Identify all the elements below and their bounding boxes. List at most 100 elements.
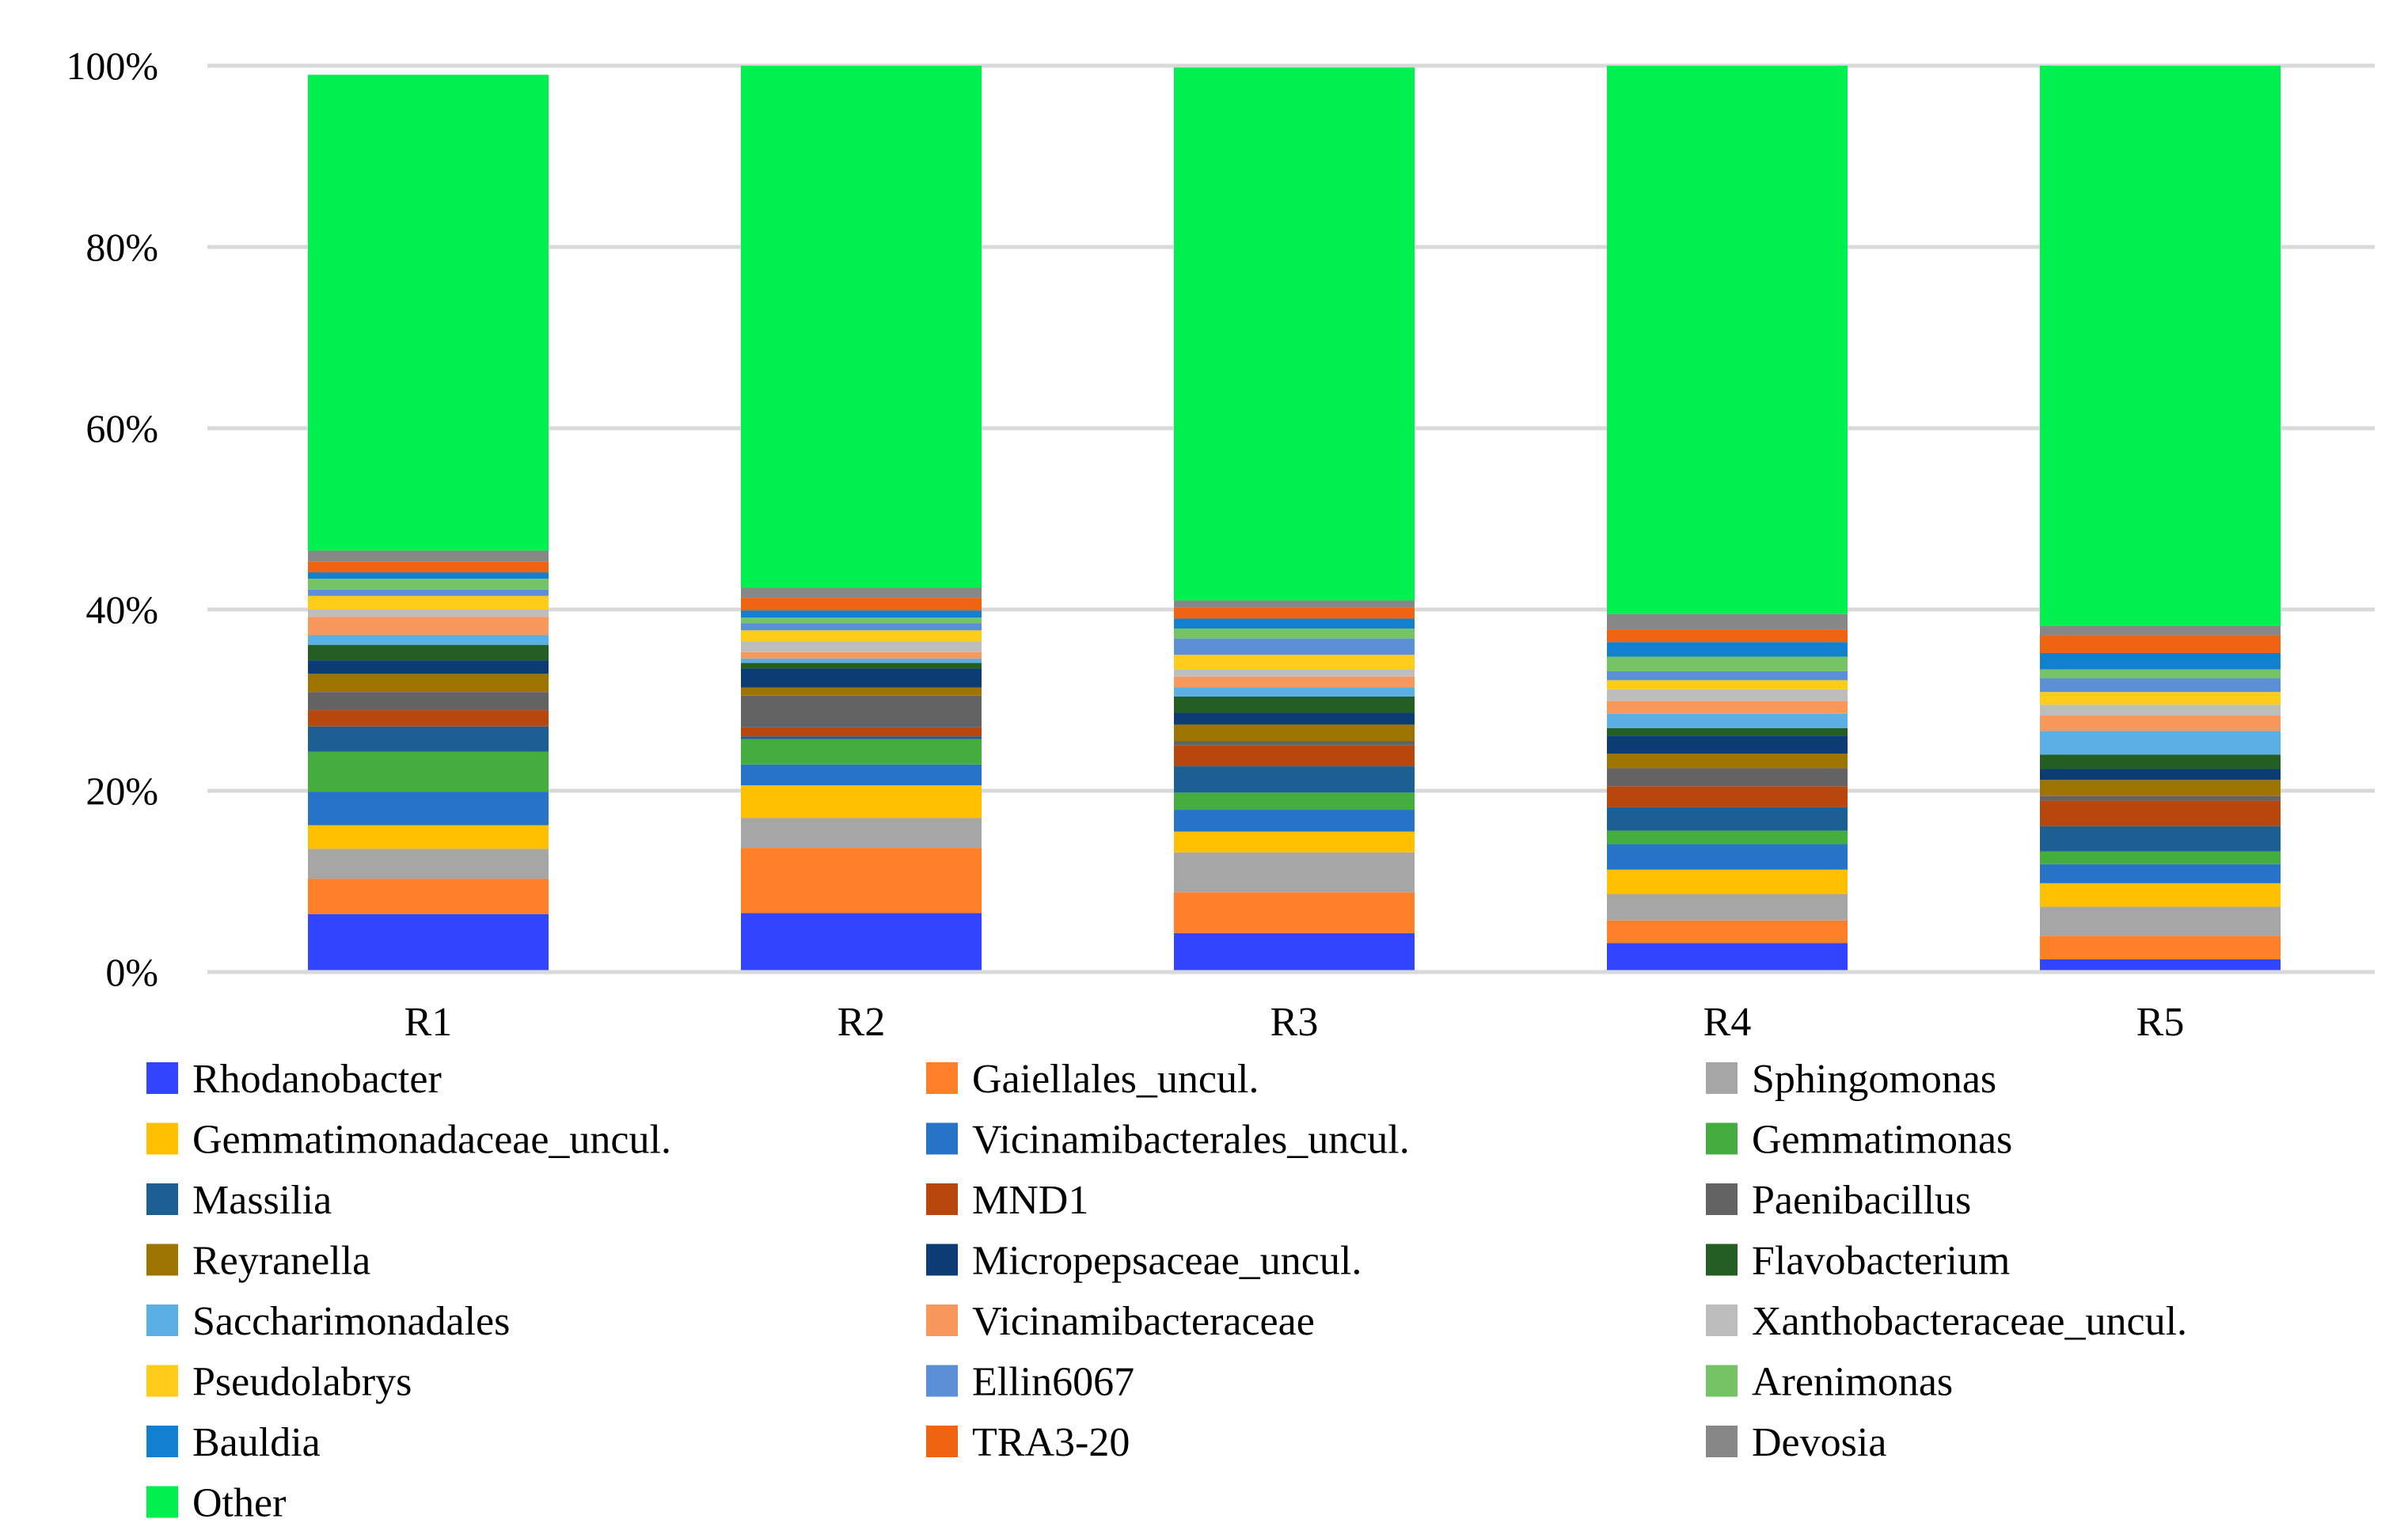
- bar-segment: [1607, 894, 1848, 921]
- bar-segment: [1607, 943, 1848, 972]
- bar-segment: [2040, 906, 2281, 936]
- bar-segment: [308, 572, 549, 579]
- legend-swatch: [926, 1183, 958, 1215]
- legend-item: Paenibacillus: [1706, 1178, 1971, 1223]
- bar-segment: [2040, 715, 2281, 731]
- bar-segment: [741, 658, 982, 663]
- legend-swatch: [1706, 1426, 1738, 1457]
- bar-segment: [1174, 810, 1415, 832]
- bar-segment: [308, 74, 549, 551]
- legend-swatch: [926, 1365, 958, 1397]
- bar-segment: [1174, 669, 1415, 677]
- bar-segment: [1607, 713, 1848, 728]
- legend-label: TRA3-20: [972, 1420, 1130, 1465]
- bar-segment: [1607, 920, 1848, 944]
- legend-label: Arenimonas: [1752, 1360, 1953, 1405]
- bar-segment: [2040, 669, 2281, 679]
- legend-item: Devosia: [1706, 1420, 1886, 1465]
- legend-label: Gemmatimonas: [1752, 1118, 2012, 1163]
- bar-segment: [1174, 607, 1415, 619]
- x-axis: R1 R2 R3 R4 R5: [404, 1000, 2185, 1045]
- legend-swatch: [1706, 1304, 1738, 1336]
- bar-segment: [308, 660, 549, 674]
- legend-swatch: [1706, 1122, 1738, 1155]
- legend-item: Massilia: [146, 1178, 332, 1223]
- bar-segment: [741, 630, 982, 642]
- bar-segment: [308, 879, 549, 914]
- bar-segment: [1174, 724, 1415, 742]
- legend-item: Micropepsaceae_uncul.: [926, 1239, 1362, 1284]
- bar-segment: [2040, 635, 2281, 653]
- y-tick-label: 0%: [105, 950, 158, 994]
- bar-segment: [1607, 768, 1848, 787]
- legend-label: Ellin6067: [972, 1360, 1134, 1405]
- bar-segment: [2040, 800, 2281, 826]
- y-tick-label: 20%: [85, 769, 158, 813]
- x-tick-label: R3: [1270, 1000, 1319, 1045]
- legend-label: MND1: [972, 1178, 1088, 1223]
- bar-segment: [741, 736, 982, 739]
- legend-label: Flavobacterium: [1752, 1239, 2010, 1284]
- bar-segment: [741, 66, 982, 588]
- bar-segment: [741, 785, 982, 818]
- legend-label: Vicinamibacteraceae: [972, 1299, 1315, 1344]
- bar-segment: [741, 641, 982, 652]
- bar-segment: [1174, 687, 1415, 697]
- bar-segment: [1607, 689, 1848, 701]
- bar-segment: [308, 825, 549, 849]
- legend-label: Paenibacillus: [1752, 1178, 1971, 1223]
- bar-segment: [1607, 786, 1848, 807]
- legend-label: Xanthobacteraceae_uncul.: [1752, 1299, 2187, 1344]
- bar-segment: [741, 598, 982, 611]
- bar-segment: [741, 651, 982, 659]
- bar-segment: [2040, 625, 2281, 636]
- legend-swatch: [146, 1365, 178, 1397]
- bar-segment: [1607, 754, 1848, 769]
- bar-segment: [308, 579, 549, 590]
- bar-segment: [1607, 656, 1848, 671]
- legend-item: Other: [146, 1481, 286, 1526]
- legend-item: Xanthobacteraceae_uncul.: [1706, 1299, 2187, 1344]
- x-tick-label: R1: [404, 1000, 453, 1045]
- legend-swatch: [926, 1244, 958, 1276]
- bar-segment: [2040, 754, 2281, 769]
- bar-stack-r5: [2040, 66, 2281, 972]
- legend-item: Bauldia: [146, 1420, 321, 1465]
- bar-segment: [308, 617, 549, 636]
- bar-segment: [741, 687, 982, 696]
- bar-segment: [2040, 851, 2281, 864]
- bar-segment: [741, 727, 982, 737]
- bar-segment: [1607, 66, 1848, 614]
- legend-item: Arenimonas: [1706, 1360, 1953, 1405]
- legend-item: Gaiellales_uncul.: [926, 1057, 1259, 1102]
- bar-segment: [1607, 701, 1848, 714]
- y-tick-label: 80%: [85, 225, 158, 269]
- bar-segment: [2040, 678, 2281, 693]
- legend-label: Rhodanobacter: [192, 1057, 442, 1102]
- bar-segment: [1174, 638, 1415, 655]
- bar-segment: [1174, 712, 1415, 725]
- bar-segment: [308, 644, 549, 661]
- x-tick-label: R4: [1703, 1000, 1752, 1045]
- legend-label: Reyranella: [192, 1239, 370, 1284]
- legend-label: Sphingomonas: [1752, 1057, 1996, 1102]
- bar-segment: [1607, 727, 1848, 736]
- bar-segment: [1607, 680, 1848, 689]
- bar-segment: [2040, 796, 2281, 801]
- legend-swatch: [926, 1062, 958, 1094]
- legend-label: Gemmatimonadaceae_uncul.: [192, 1118, 671, 1163]
- legend-item: Pseudolabrys: [146, 1360, 412, 1405]
- bar-segment: [1607, 642, 1848, 657]
- bar-segment: [308, 726, 549, 752]
- bar-segment: [2040, 826, 2281, 852]
- bar-segment: [1174, 741, 1415, 746]
- bar-segment: [1607, 844, 1848, 870]
- bar-segment: [1607, 735, 1848, 754]
- bar-segment: [2040, 66, 2281, 626]
- legend-item: Rhodanobacter: [146, 1057, 442, 1102]
- bar-segment: [741, 623, 982, 631]
- legend-item: Vicinamibacteraceae: [926, 1299, 1315, 1344]
- legend-swatch: [1706, 1244, 1738, 1276]
